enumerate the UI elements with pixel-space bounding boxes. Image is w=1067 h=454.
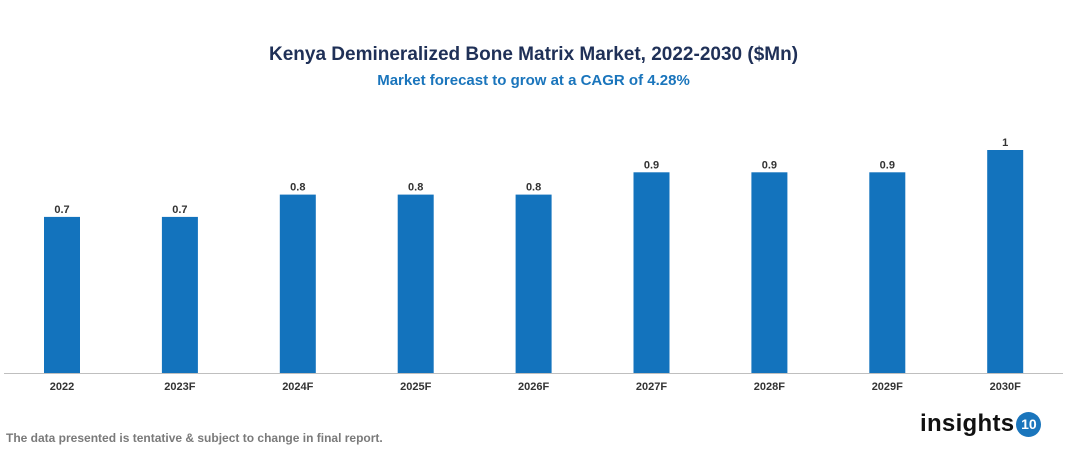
data-label: 0.8 xyxy=(526,182,541,194)
data-label: 0.8 xyxy=(408,182,423,194)
bar xyxy=(397,194,434,373)
disclaimer: The data presented is tentative & subjec… xyxy=(6,431,383,445)
x-tick-label: 2022 xyxy=(50,381,74,393)
bar xyxy=(44,216,80,373)
x-tick-label: 2030F xyxy=(990,381,1021,393)
data-label: 1 xyxy=(1002,137,1008,149)
bar xyxy=(279,194,316,373)
bar xyxy=(751,172,788,373)
x-tick-label: 2027F xyxy=(636,381,667,393)
data-label: 0.9 xyxy=(762,159,777,171)
data-label: 0.9 xyxy=(644,159,659,171)
insights10-logo: insights 10 xyxy=(920,410,1042,438)
data-label: 0.7 xyxy=(172,204,187,216)
bar xyxy=(869,172,906,373)
chart-title: Kenya Demineralized Bone Matrix Market, … xyxy=(268,44,799,65)
x-tick-label: 2028F xyxy=(754,381,785,393)
x-tick-label: 2029F xyxy=(872,381,903,393)
data-label: 0.7 xyxy=(54,204,69,216)
x-tick-label: 2024F xyxy=(282,381,313,393)
bar xyxy=(161,216,198,373)
x-tick-label: 2023F xyxy=(164,381,195,393)
data-label: 0.9 xyxy=(880,159,895,171)
logo-badge: 10 xyxy=(1016,411,1042,437)
x-tick-label: 2026F xyxy=(518,381,549,393)
bar xyxy=(987,150,1024,373)
logo-text: insights xyxy=(920,410,1015,437)
chart-subtitle: Market forecast to grow at a CAGR of 4.2… xyxy=(377,72,690,89)
bar xyxy=(515,194,552,373)
data-label: 0.8 xyxy=(290,182,305,194)
bar xyxy=(633,172,670,373)
x-tick-label: 2025F xyxy=(400,381,431,393)
